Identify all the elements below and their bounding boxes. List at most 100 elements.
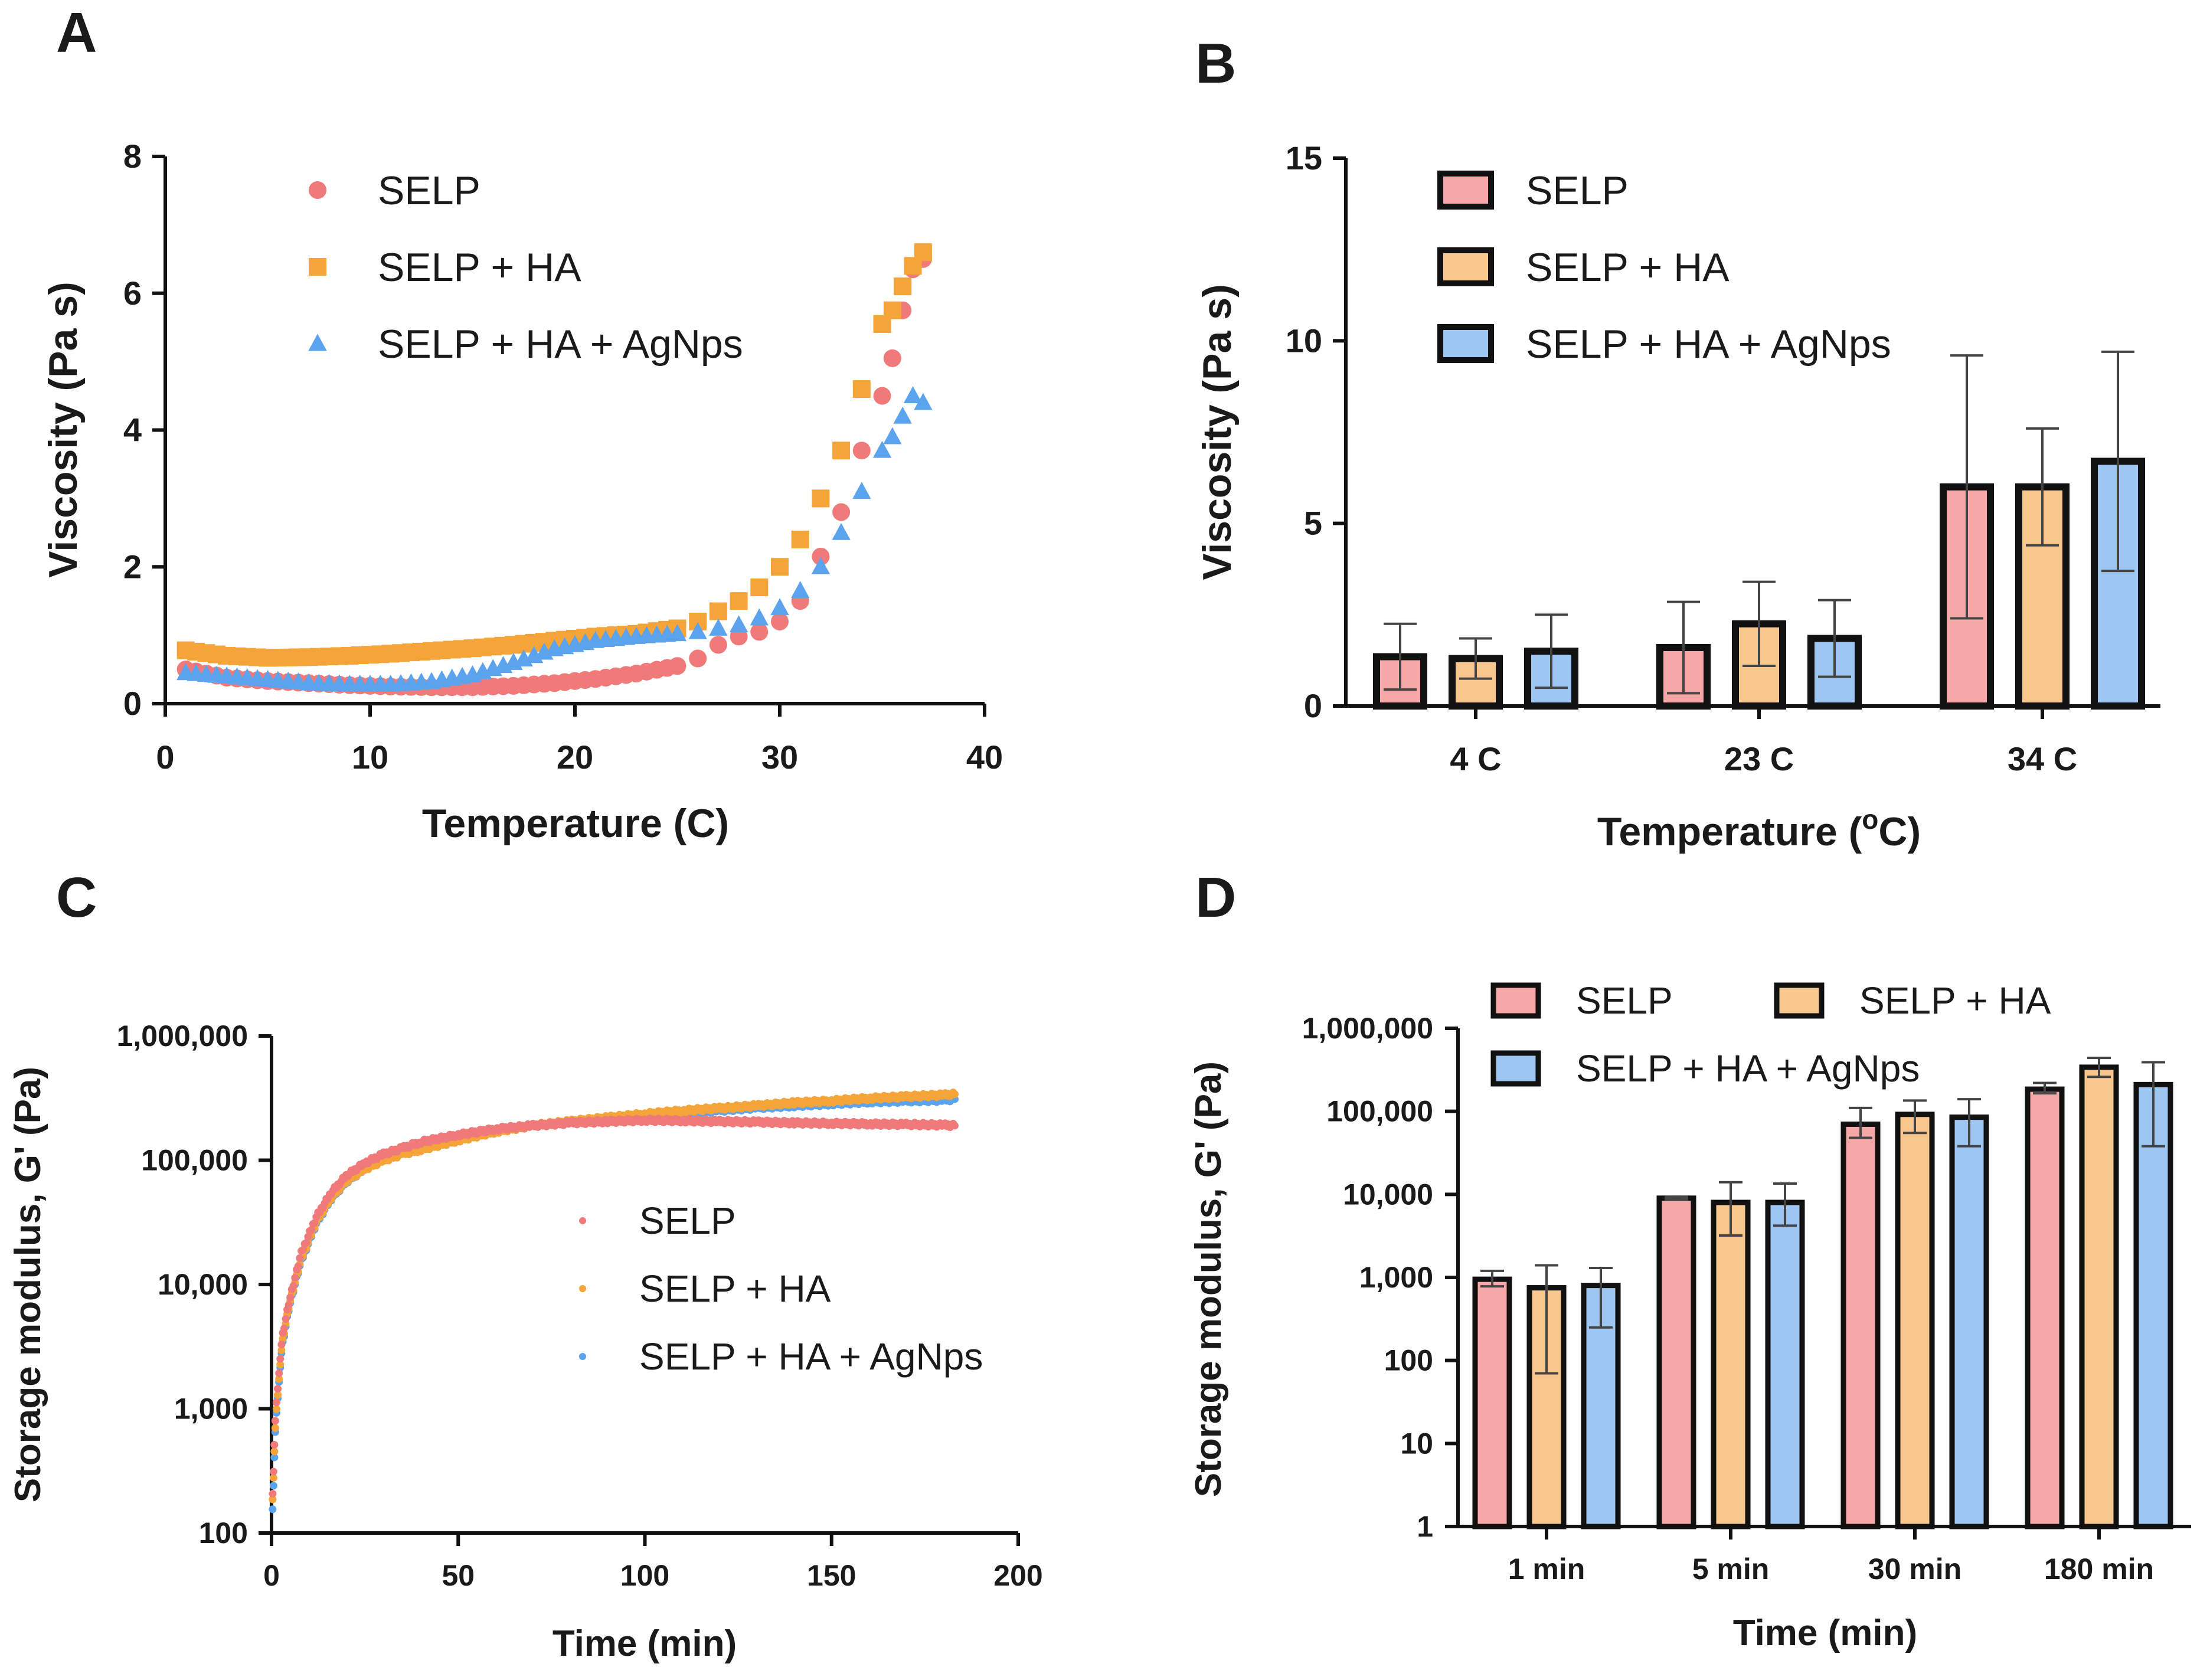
panel-d-error-bar — [1719, 1181, 1742, 1237]
panel-a-point — [187, 663, 205, 681]
panel-c-y-tick-label: 1,000,000 — [117, 1019, 248, 1053]
panel-c-point — [302, 1238, 310, 1247]
panel-d-bar-selp — [1656, 1195, 1696, 1529]
panel-d-error-bar — [2142, 1061, 2165, 1148]
panel-b-error-bar — [2026, 427, 2059, 547]
panel-b-error-bar — [1535, 613, 1568, 689]
panel-c-x-axis-title: Time (min) — [552, 1623, 737, 1664]
panel-c-legend-marker — [579, 1285, 586, 1292]
panel-c-point — [276, 1361, 285, 1369]
panel-c-point — [269, 1482, 277, 1490]
panel-b-error-bar — [2101, 350, 2134, 573]
panel-a-point — [730, 592, 748, 610]
panel-a-point — [811, 557, 831, 574]
panel-c-point — [274, 1385, 282, 1393]
panel-c-y-ticks: 100 1,000 10,000 100,000 1,000,000 — [117, 1019, 272, 1550]
panel-c-legend-item-selp: SELP — [579, 1199, 736, 1242]
panel-c-point — [280, 1324, 289, 1332]
panel-a-legend: SELP SELP + HA SELP + HA + AgNps — [308, 168, 743, 367]
panel-a-legend-label: SELP + HA — [378, 245, 581, 290]
panel-a-x-tick-label: 10 — [352, 738, 388, 776]
panel-d-legend-swatch — [1490, 1050, 1541, 1087]
panel-c-point — [950, 1090, 959, 1099]
panel-d-bar-selp-ha-agnps — [2133, 1081, 2173, 1529]
panel-d-x-ticks: 1 min 5 min 30 min 180 min — [1508, 1527, 2154, 1586]
panel-c-point — [269, 1495, 277, 1503]
panel-b-error-bar — [1459, 637, 1492, 680]
panel-c-point — [271, 1417, 279, 1425]
panel-c-legend-item-selp-ha-agnps: SELP + HA + AgNps — [579, 1335, 983, 1378]
panel-d-y-tick-label: 1 — [1417, 1510, 1433, 1543]
panel-c-point — [285, 1301, 293, 1309]
panel-d-y-ticks: 1 10 100 1,000 10,000 100,000 1,000,000 — [1302, 1012, 1458, 1543]
panel-a-point — [350, 675, 370, 692]
panel-a-series-selp-ha-agnps — [176, 386, 933, 692]
panel-b-y-axis-title: Viscosity (Pa s) — [1195, 284, 1240, 580]
panel-b-y-tick-label: 5 — [1304, 505, 1322, 542]
panel-a-point — [852, 482, 871, 499]
panel-c-point — [277, 1341, 286, 1349]
panel-a-point — [689, 649, 707, 668]
panel-a-point — [791, 530, 809, 548]
panel-a-point — [555, 673, 574, 691]
panel-d-legend: SELP SELP + HA SELP + HA + AgNps — [1490, 979, 2051, 1090]
panel-c-y-axis-title: Storage modulus, G' (Pa) — [8, 1067, 48, 1502]
panel-a-point — [894, 277, 912, 296]
panel-a-point — [832, 522, 851, 540]
panel-a-point — [709, 602, 727, 620]
panel-c-point — [282, 1315, 290, 1323]
panel-a-point — [432, 670, 452, 688]
panel-a-point — [771, 612, 789, 630]
panel-b-y-tick-label: 0 — [1304, 687, 1322, 724]
panel-a-point — [473, 662, 492, 679]
panel-c-legend-marker — [579, 1353, 586, 1360]
panel-d-error-bar — [1665, 1195, 1688, 1201]
panel-d-bar-selp-ha-agnps — [1765, 1199, 1805, 1529]
panel-a-point — [473, 638, 492, 656]
panel-b-legend-label: SELP — [1526, 168, 1629, 213]
panel-d-bar-selp-ha — [2079, 1064, 2119, 1529]
panel-a-point — [750, 608, 769, 626]
panel-a-viscosity-scatter: A 0 2 4 6 8 0 10 20 30 40 Viscosity (Pa s) Tempe… — [41, 1, 1003, 846]
panel-c-point — [276, 1355, 285, 1363]
panel-a-point — [555, 637, 574, 655]
panel-c-x-ticks: 0 50 100 150 200 — [263, 1533, 1043, 1592]
panel-a-point — [709, 636, 727, 654]
panel-d-error-bar — [1849, 1106, 1872, 1139]
panel-a-point — [596, 630, 615, 648]
panel-d-legend-swatch — [1490, 982, 1541, 1019]
panel-c-legend-label: SELP + HA + AgNps — [639, 1335, 983, 1378]
panel-c-point — [299, 1246, 307, 1254]
panel-c-legend-label: SELP — [639, 1199, 736, 1242]
panel-b-error-bar — [1950, 354, 1983, 620]
panel-d-error-bar — [1535, 1264, 1558, 1375]
panel-b-x-axis-title-degree: o — [1862, 804, 1878, 835]
panel-b-y-tick-label: 10 — [1286, 322, 1322, 359]
panel-d-error-bar — [1589, 1266, 1613, 1329]
panel-b-legend-swatch — [1437, 247, 1494, 286]
panel-b-x-axis-title-end: C) — [1878, 809, 1921, 854]
panel-b-legend-item-selp-ha-agnps: SELP + HA + AgNps — [1437, 322, 1891, 367]
panel-c-legend-label: SELP + HA — [639, 1267, 831, 1310]
panel-a-y-ticks: 0 2 4 6 8 — [123, 138, 165, 722]
panel-a-point — [750, 578, 769, 597]
panel-c-point — [275, 1369, 283, 1377]
panel-a-y-tick-label: 8 — [123, 138, 142, 175]
panel-a-y-tick-label: 2 — [123, 548, 142, 585]
panel-d-bar-selp-ha — [1711, 1199, 1751, 1529]
panel-a-point — [228, 647, 246, 665]
panel-d-bar-selp-ha — [1895, 1112, 1935, 1529]
panel-c-point — [307, 1225, 315, 1234]
panel-a-point — [227, 667, 247, 685]
panel-c-point — [270, 1441, 279, 1449]
panel-a-point — [914, 393, 933, 410]
panel-b-y-tick-label: 15 — [1286, 139, 1322, 177]
panel-d-x-tick-label: 5 min — [1692, 1552, 1770, 1586]
panel-a-point — [771, 558, 789, 576]
panel-b-error-bar — [1818, 599, 1851, 678]
panel-c-point — [286, 1293, 295, 1302]
panel-c-legend-marker — [579, 1217, 586, 1224]
panel-d-bar-selp-ha-agnps — [1581, 1283, 1621, 1529]
